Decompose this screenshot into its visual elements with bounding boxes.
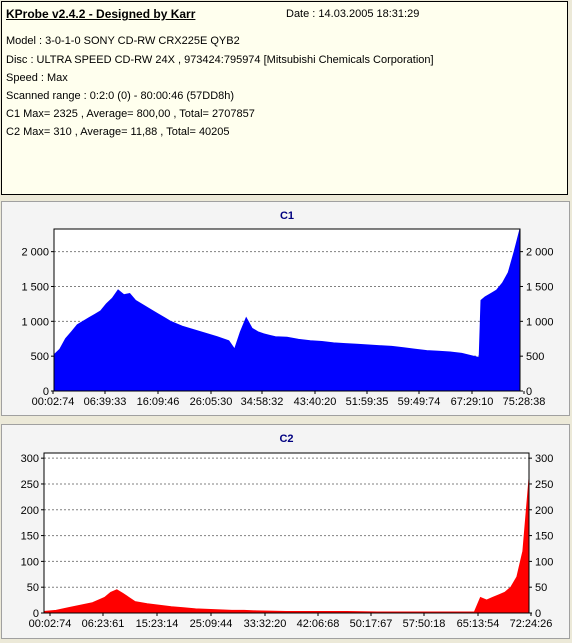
c2-plot-area bbox=[44, 453, 529, 613]
c1-chart-panel: C1 0 0 500 500 1 000 1 000 1 500 1 500 2 000 2 000… bbox=[1, 201, 570, 416]
c2-chart-panel: C2 0 0 50 50 100 100 150 150 200 200 250 250 300 300 00… bbox=[1, 424, 570, 639]
scanned-range-line: Scanned range : 0:2:0 (0) - 80:00:46 (57… bbox=[6, 90, 235, 102]
c1-plot-frame bbox=[53, 228, 521, 392]
c2-chart-title: C2 bbox=[279, 433, 293, 445]
c2-xtick-label: 42:06:68 bbox=[297, 618, 340, 630]
c1-ytick-label-left: 1 000 bbox=[21, 316, 49, 328]
c2-ytick-label-left: 0 bbox=[33, 608, 39, 620]
c1-ytick-label-right: 1 000 bbox=[526, 316, 554, 328]
c2-xtick-label: 06:23:61 bbox=[82, 618, 125, 630]
c1-xtick-label: 16:09:46 bbox=[137, 396, 180, 408]
c2-ytick-label-right: 50 bbox=[535, 582, 547, 594]
speed-line: Speed : Max bbox=[6, 72, 68, 84]
c2-plot-frame bbox=[43, 452, 530, 614]
c1-xtick-label: 67:29:10 bbox=[451, 396, 494, 408]
c2-xtick-label: 25:09:44 bbox=[190, 618, 233, 630]
c1-chart-title: C1 bbox=[280, 210, 294, 222]
c2-xtick-label: 33:32:20 bbox=[244, 618, 287, 630]
c2-ytick-label-left: 250 bbox=[21, 479, 39, 491]
c1-xtick-label: 59:49:74 bbox=[398, 396, 441, 408]
c1-ytick-label-left: 500 bbox=[31, 351, 49, 363]
c2-ytick-label-right: 200 bbox=[535, 505, 553, 517]
c2-ytick-label-left: 150 bbox=[21, 531, 39, 543]
c2-xtick-label: 57:50:18 bbox=[403, 618, 446, 630]
c2-ytick-label-right: 250 bbox=[535, 479, 553, 491]
c1-xtick-label: 43:40:20 bbox=[294, 396, 337, 408]
c1-ytick-label-right: 1 500 bbox=[526, 281, 554, 293]
c2-chart: C2 0 0 50 50 100 100 150 150 200 200 250 250 300 300 00… bbox=[21, 433, 554, 630]
c1-ytick-label-right: 0 bbox=[526, 386, 532, 398]
app-title: KProbe v2.4.2 - Designed by Karr bbox=[6, 7, 196, 21]
disc-line: Disc : ULTRA SPEED CD-RW 24X , 973424:79… bbox=[6, 54, 434, 66]
c1-xtick-label: 26:05:30 bbox=[190, 396, 233, 408]
c2-ytick-label-left: 50 bbox=[27, 582, 39, 594]
c2-xtick-label: 72:24:26 bbox=[510, 618, 553, 630]
c1-ytick-label-left: 1 500 bbox=[21, 281, 49, 293]
c1-summary-line: C1 Max= 2325 , Average= 800,00 , Total= … bbox=[6, 108, 255, 120]
c2-ytick-label-left: 200 bbox=[21, 505, 39, 517]
model-line: Model : 3-0-1-0 SONY CD-RW CRX225E QYB2 bbox=[6, 35, 240, 47]
c1-ytick-label-left: 0 bbox=[43, 386, 49, 398]
c2-xtick-label: 00:02:74 bbox=[29, 618, 72, 630]
c2-ytick-label-right: 150 bbox=[535, 531, 553, 543]
c2-xtick-label: 50:17:67 bbox=[350, 618, 393, 630]
c2-xtick-label: 65:13:54 bbox=[457, 618, 500, 630]
c2-ytick-label-left: 300 bbox=[21, 453, 39, 465]
c2-ytick-label-right: 300 bbox=[535, 453, 553, 465]
scan-date: Date : 14.03.2005 18:31:29 bbox=[286, 8, 420, 20]
c2-xtick-label: 15:23:14 bbox=[136, 618, 179, 630]
c1-xtick-label: 06:39:33 bbox=[84, 396, 127, 408]
c1-xtick-label: 34:58:32 bbox=[241, 396, 284, 408]
c2-ytick-label-right: 0 bbox=[535, 608, 541, 620]
c1-xtick-label: 51:59:35 bbox=[346, 396, 389, 408]
c1-ytick-label-right: 2 000 bbox=[526, 247, 554, 259]
c2-ytick-label-left: 100 bbox=[21, 556, 39, 568]
c2-ytick-label-right: 100 bbox=[535, 556, 553, 568]
c2-summary-line: C2 Max= 310 , Average= 11,88 , Total= 40… bbox=[6, 126, 230, 138]
c1-series-area bbox=[53, 228, 521, 392]
c1-xtick-label: 00:02:74 bbox=[32, 396, 75, 408]
c1-ytick-label-right: 500 bbox=[526, 351, 544, 363]
c2-series-area bbox=[43, 478, 530, 614]
info-panel: KProbe v2.4.2 - Designed by Karr Date : … bbox=[1, 1, 568, 195]
c1-xtick-label: 75:28:38 bbox=[503, 396, 546, 408]
c1-ytick-label-left: 2 000 bbox=[21, 247, 49, 259]
c1-chart: C1 0 0 500 500 1 000 1 000 1 500 1 500 2 000 2 000… bbox=[21, 210, 554, 408]
